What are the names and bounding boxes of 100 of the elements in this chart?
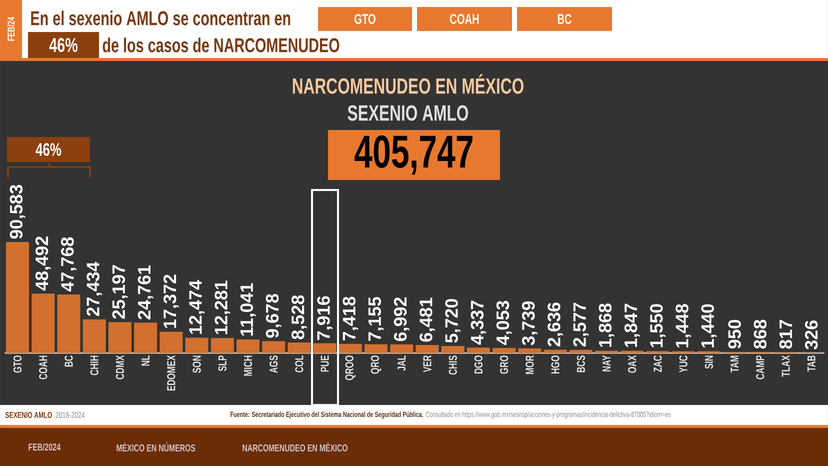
bar (416, 345, 439, 353)
x-tick-label: YUC (679, 355, 688, 373)
data-label: 4,337 (470, 300, 486, 345)
x-tick-label: TAB (807, 356, 816, 372)
bar (185, 338, 208, 353)
bar (82, 319, 106, 353)
bar (364, 344, 388, 353)
chart-subtitle: SEXENIO AMLO (348, 105, 468, 121)
bar (160, 332, 183, 353)
x-tick-label: JAL (398, 355, 406, 371)
x-tick-label: DGO (474, 356, 483, 374)
data-label: 3,739 (522, 301, 538, 346)
text: 46% (36, 143, 62, 156)
x-tick-label: CDMX (116, 355, 124, 380)
x-tick-label: OAX (628, 355, 636, 373)
text: 405,747 (354, 135, 472, 175)
data-label: 817 (779, 320, 792, 349)
data-label: 2,577 (573, 302, 589, 347)
x-tick-label: AGS (270, 356, 278, 373)
data-label: 24,761 (138, 265, 154, 320)
data-label: 9,678 (266, 294, 282, 338)
x-tick-label: ZAC (654, 355, 662, 372)
x-tick-label: TAM (730, 356, 739, 372)
data-label: 8,528 (292, 295, 307, 340)
bar (236, 339, 260, 353)
text: BC (558, 14, 572, 24)
bar (390, 344, 414, 353)
text: GTO (354, 14, 376, 24)
data-label: 7,916 (317, 296, 333, 340)
x-tick-label: QRO (370, 356, 382, 374)
x-tick-label: COL (295, 355, 304, 372)
x-tick-label: MICH (244, 356, 252, 376)
bar (518, 348, 542, 353)
x-tick-label: PUE (320, 356, 329, 372)
bar (338, 344, 362, 353)
data-label: 868 (754, 320, 767, 349)
text: NARCOMENUDEO EN MÉXICO (242, 442, 348, 452)
data-label: 6,481 (420, 298, 435, 342)
x-tick-label: GTO (13, 356, 22, 373)
data-label: 17,372 (163, 274, 179, 328)
data-label: 1,847 (624, 304, 640, 347)
x-tick-label: SON (192, 356, 201, 373)
data-label: 90,583 (10, 184, 26, 239)
data-label: 1,448 (676, 304, 692, 348)
chart-title: NARCOMENUDEO EN MÉXICO (292, 74, 524, 94)
x-tick-label: SIN (704, 356, 714, 369)
x-tick-label: MOR (526, 355, 534, 374)
bar (466, 348, 490, 353)
text: En el sexenio AMLO se concentran en (31, 10, 290, 26)
text: FEB/2024 (28, 443, 61, 451)
x-tick-label: COAH (39, 356, 48, 380)
x-tick-label: NL (142, 355, 150, 366)
data-label: 11,041 (240, 283, 256, 336)
data-label: 1,550 (650, 304, 666, 348)
bar (210, 338, 234, 353)
data-label: 1,868 (598, 304, 614, 347)
bar (6, 242, 30, 353)
x-tick-label: CAMP (756, 355, 764, 380)
data-label: 12,281 (214, 280, 230, 334)
text: MÉXICO EN NÚMEROS (116, 442, 196, 452)
data-label: 950 (728, 320, 741, 348)
data-label: 6,992 (394, 297, 410, 342)
data-label: 7,155 (368, 296, 384, 341)
x-tick-label: HGO (551, 356, 560, 374)
text: FEB/24 (7, 16, 15, 41)
bar (288, 342, 311, 353)
x-tick-label: TLAX (782, 355, 790, 377)
bar (492, 348, 516, 353)
bar (134, 322, 158, 353)
text: COAH (450, 14, 479, 24)
data-label: 27,434 (86, 262, 102, 316)
bar (262, 341, 286, 353)
x-tick-label: CHIS (448, 356, 457, 375)
data-label: 4,053 (496, 300, 512, 346)
x-tick-label: QROO (345, 356, 356, 380)
x-tick-label: SLP (218, 355, 226, 372)
data-label: 2,636 (548, 302, 563, 346)
data-label: 326 (804, 320, 818, 350)
data-label: 7,418 (342, 296, 358, 340)
x-tick-label: CHIH (90, 356, 98, 376)
bar (32, 294, 55, 353)
data-label: 25,197 (112, 265, 128, 319)
data-label: 48,492 (35, 236, 51, 291)
data-label: 5,720 (445, 298, 461, 343)
bar (313, 343, 336, 353)
text: SEXENIO AMLO (5, 412, 52, 418)
bar (544, 350, 567, 353)
bar (569, 350, 592, 353)
data-label: 1,440 (701, 304, 717, 348)
x-tick-label: NAY (602, 355, 610, 372)
bar (57, 294, 80, 353)
x-tick-label: BC (64, 355, 73, 367)
text: de los casos de NARCOMENUDEO (102, 38, 340, 52)
bar (108, 322, 132, 353)
text: 2018-2024 (56, 412, 85, 418)
data-label: 12,474 (189, 280, 204, 334)
text: 46% (49, 38, 78, 52)
bar (441, 346, 464, 353)
x-tick-label: VER (423, 355, 432, 372)
x-tick-label: EDOMEX (167, 355, 176, 391)
